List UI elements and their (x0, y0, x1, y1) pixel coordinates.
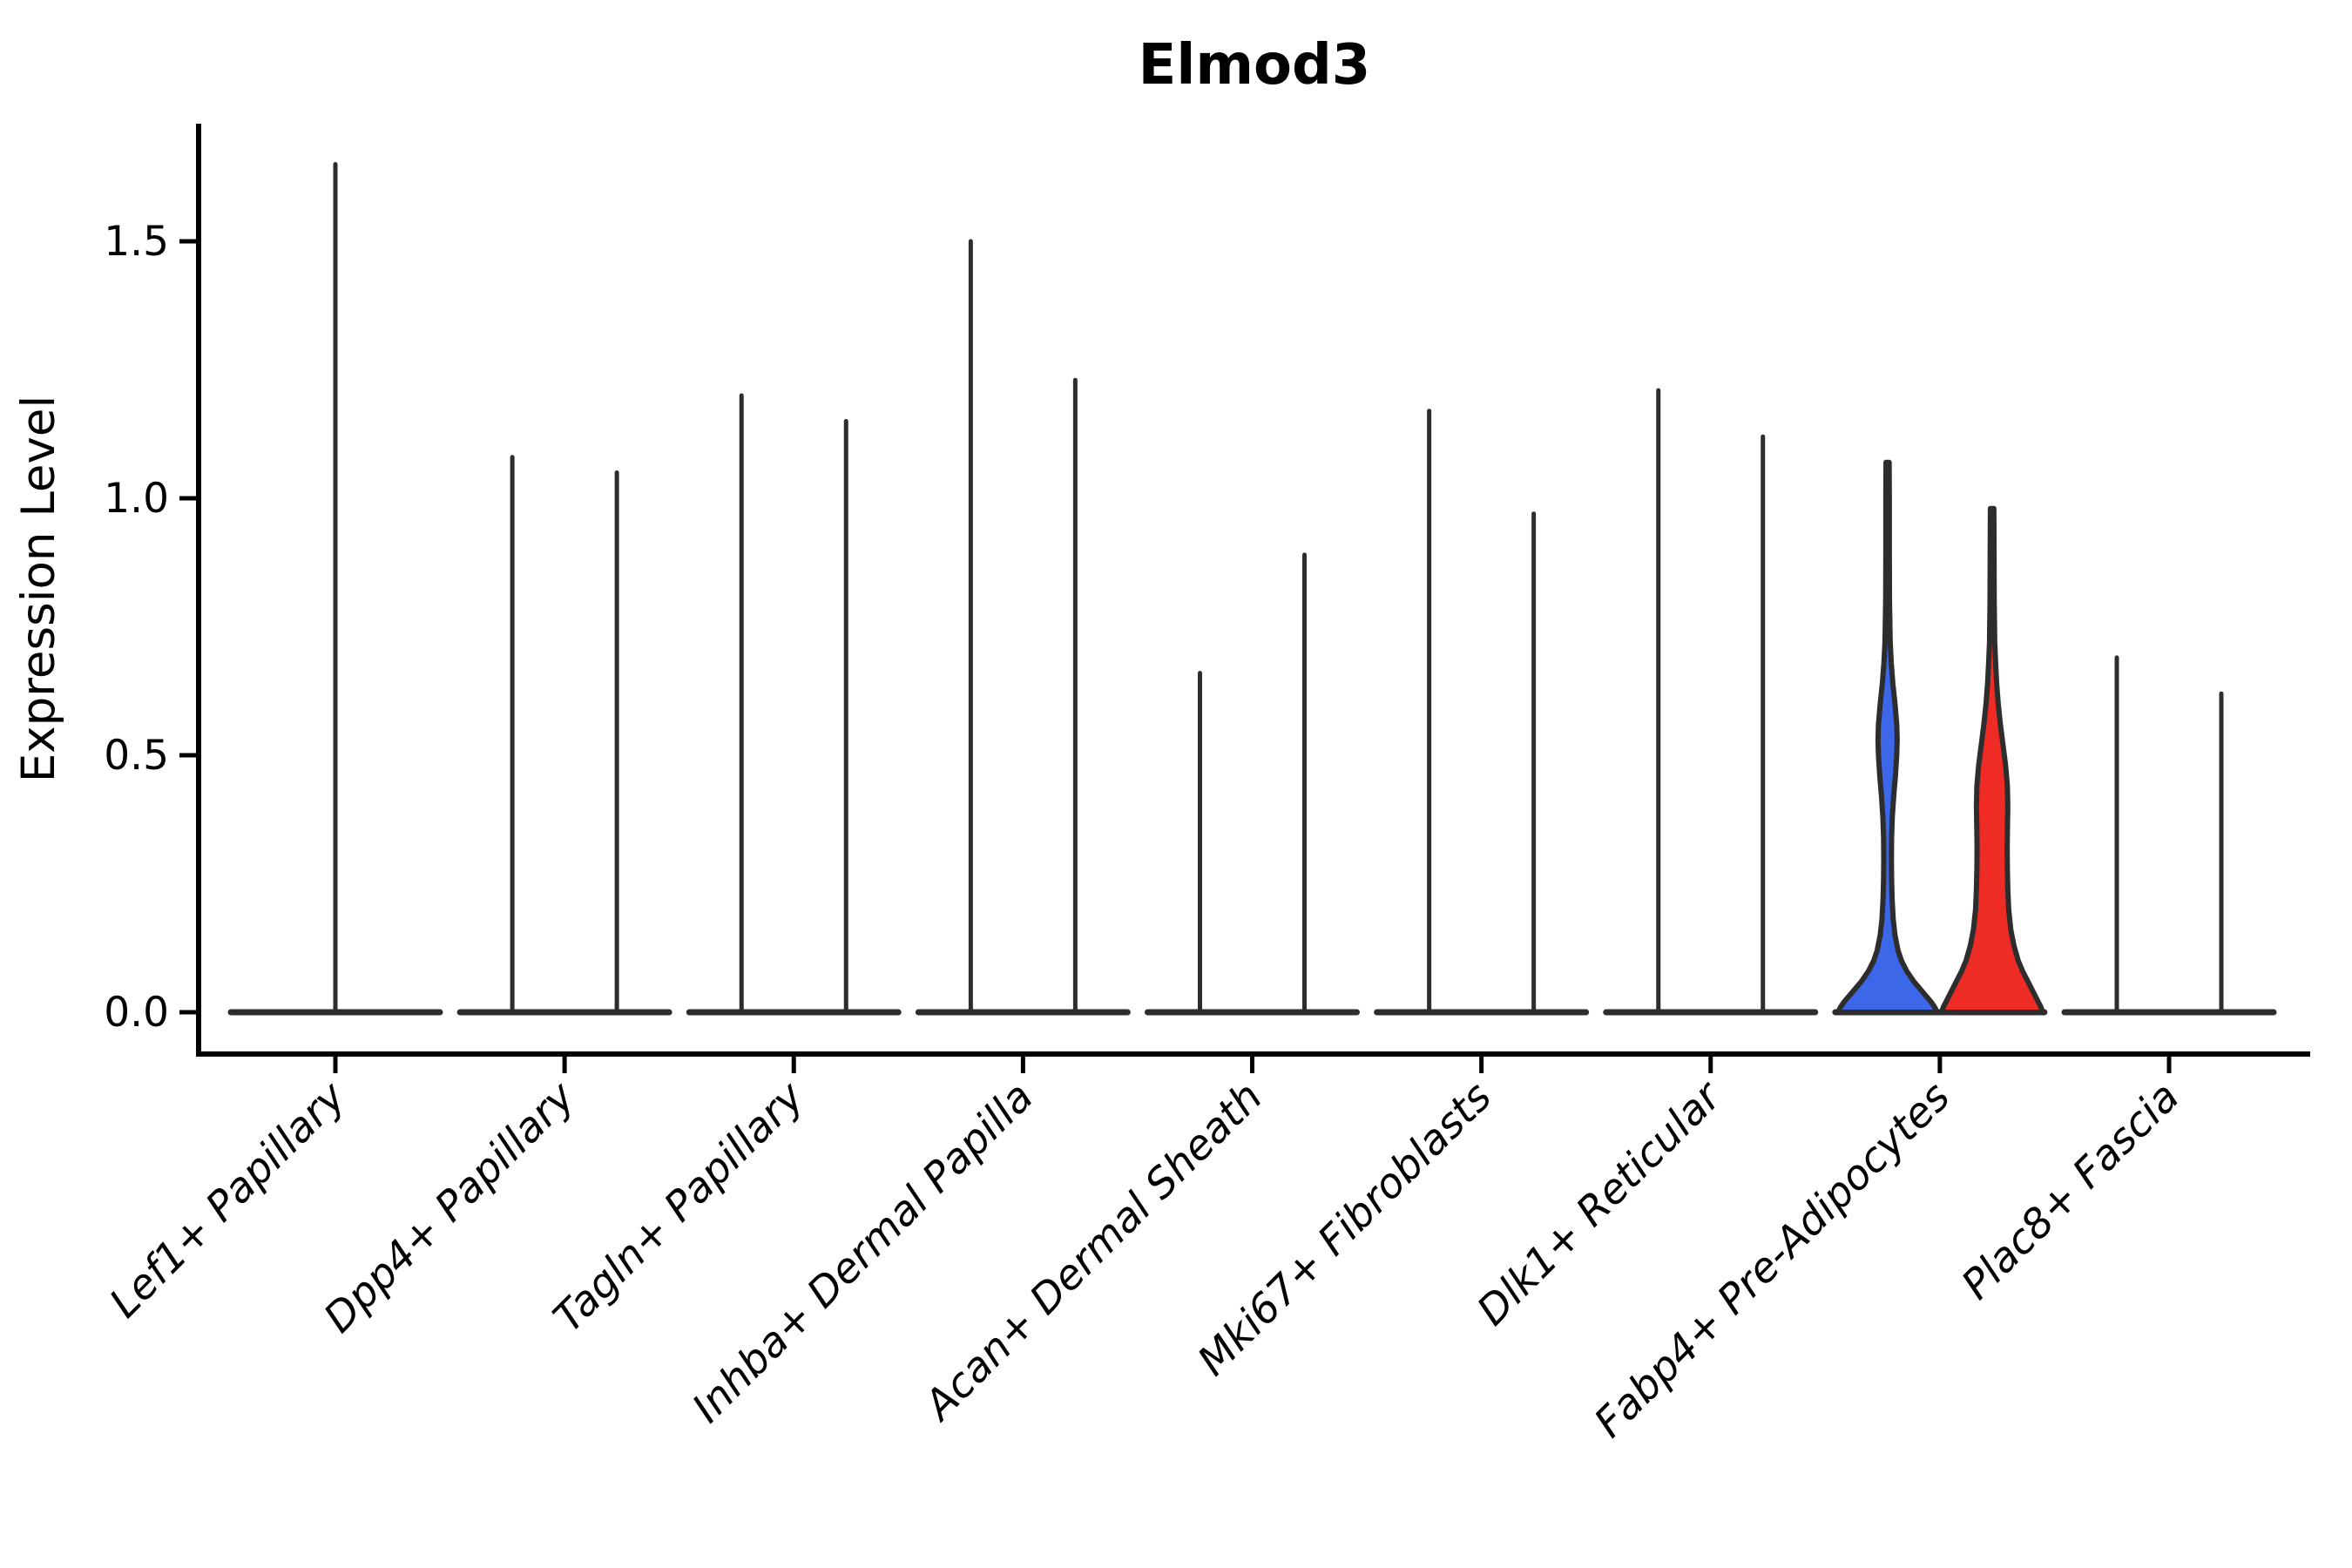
violins-layer (227, 162, 2277, 1016)
y-tick-label: 1.0 (104, 475, 169, 523)
x-tick-label: Dlk1+ Reticular (1468, 1071, 1732, 1335)
axes-layer (179, 124, 2310, 1073)
y-tick-label: 1.5 (104, 218, 169, 266)
violin-filled (1835, 459, 1940, 1015)
y-tick-label: 0.5 (104, 732, 169, 780)
x-tick-label: Tagln+ Papillary (544, 1072, 814, 1342)
x-tick-label: Plac8+ Fascia (1952, 1073, 2188, 1309)
x-tick-label: Lef1+ Papillary (100, 1072, 355, 1328)
y-axis-label: Expression Level (12, 395, 65, 782)
chart-title: Elmod3 (1139, 33, 1371, 98)
x-tick-label: Dpp4+ Papillary (314, 1072, 585, 1342)
y-tick-label: 0.0 (104, 989, 169, 1037)
labels-layer: Elmod3 Expression Level 0.0 0.5 1.0 1.5 Lef1… (12, 33, 2188, 1447)
violin-filled (1938, 505, 2045, 1015)
